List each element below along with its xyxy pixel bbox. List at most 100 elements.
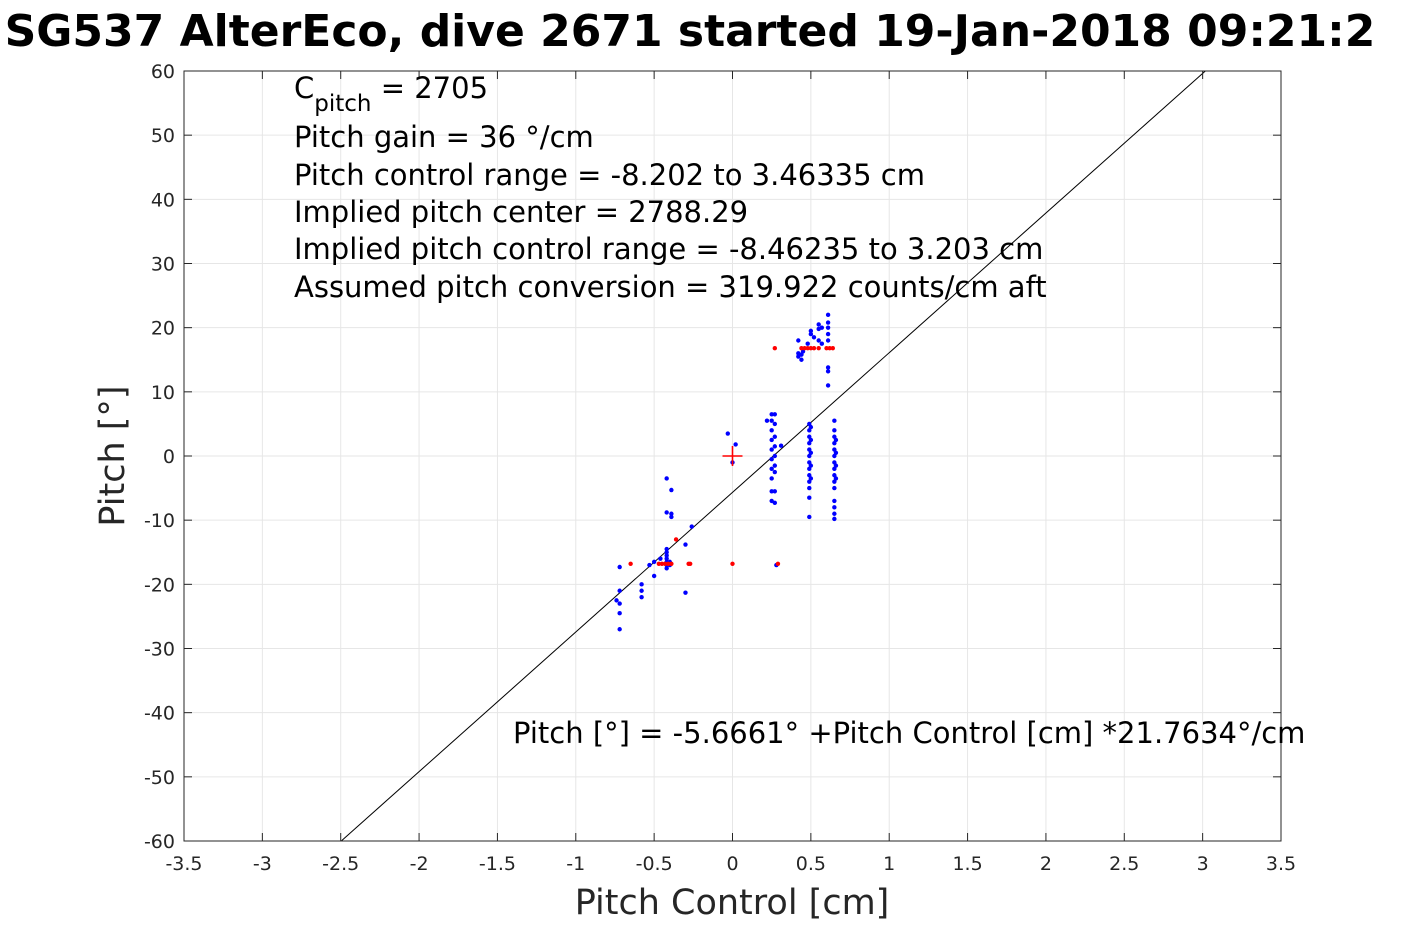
scatter-point [617,627,622,632]
scatter-point [651,559,657,565]
scatter-point [805,346,810,351]
x-tick-label: -2.5 [322,853,359,875]
scatter-point [664,556,669,561]
scatter-point [689,524,694,529]
scatter-point [664,550,669,555]
scatter-point [769,447,774,452]
scatter-point [808,346,814,351]
scatter-point [647,562,652,568]
scatter-point [772,346,778,351]
scatter-point [811,346,817,351]
scatter-point [832,505,837,510]
scatter-point [669,514,674,520]
scatter-point [651,573,657,579]
scatter-point [772,444,778,449]
scatter-point [664,476,669,481]
scatter-point [825,320,831,325]
fit-equation: Pitch [°] = -5.6661° +Pitch Control [cm]… [513,716,1305,750]
x-tick-label: -1 [566,853,585,875]
scatter-point [733,442,738,447]
scatter-point [669,561,674,566]
series-1 [628,346,835,566]
y-tick-label: 0 [163,446,175,468]
x-tick-label: -1.5 [479,853,516,875]
y-tick-label: 40 [151,189,175,211]
scatter-point [825,369,831,374]
y-tick-label: -20 [144,574,175,596]
scatter-point [772,434,778,439]
c-pitch-letter: C [294,71,314,105]
scatter-point [664,553,669,558]
scatter-point [816,322,821,327]
scatter-point [807,485,812,491]
scatter-point [799,346,804,351]
scatter-point [656,561,662,566]
c-pitch-subscript: pitch [314,91,371,117]
scatter-point [662,561,668,566]
annotation-line: Pitch control range = -8.202 to 3.46335 … [294,158,925,192]
scatter-point [832,498,837,504]
annotation-block: Cpitch = 2705 Pitch gain = 36 °/cm Pitch… [294,71,1047,304]
scatter-point [764,418,770,423]
x-tick-label: 1.5 [952,853,982,875]
scatter-point [796,338,801,343]
scatter-point [775,561,781,566]
c-pitch-annotation: Cpitch = 2705 [294,71,488,117]
scatter-point [772,469,778,475]
chart-title: SG537 AlterEco, dive 2671 started 19-Jan… [5,6,1376,57]
scatter-point [772,500,778,506]
x-tick-label: 2.5 [1109,853,1139,875]
scatter-point [833,437,839,443]
scatter-point [833,476,839,481]
scatter-point [769,418,774,423]
scatter-point [769,428,774,433]
scatter-point [725,431,730,436]
scatter-point [825,331,831,337]
scatter-point [825,365,831,370]
scatter-point [824,346,829,351]
scatter-point [617,601,622,606]
x-tick-label: -3.5 [165,853,202,875]
series-layer [614,312,839,632]
scatter-point [769,466,774,472]
scatter-point [807,495,812,500]
scatter-point [832,418,837,423]
scatter-point [772,453,778,459]
scatter-point [664,546,669,552]
y-axis-ticks: -60 -50 -40 -30 -20 -10 0 10 20 30 40 50 60 [144,61,1281,853]
scatter-point [805,341,810,346]
y-tick-label: 60 [151,61,175,83]
series-0 [614,312,839,632]
scatter-point [730,561,735,566]
scatter-point [617,611,622,616]
scatter-point [808,331,814,337]
scatter-point [819,341,825,346]
x-tick-label: -3 [253,853,272,875]
scatter-point [614,598,619,603]
scatter-point [628,561,633,566]
scatter-point [808,424,814,430]
scatter-point [807,514,812,520]
y-tick-label: 10 [151,382,175,404]
scatter-point [769,437,774,443]
scatter-point [769,412,774,417]
x-axis-ticks: -3.5 -3 -2.5 -2 -1.5 -1 -0.5 0 0.5 1 1.5 2 2.5 3 3.5 [165,71,1296,875]
scatter-point [772,421,778,427]
scatter-point [802,346,807,351]
scatter-point [658,556,663,561]
scatter-point [819,325,825,330]
scatter-point [617,564,622,570]
scatter-point [666,561,671,566]
scatter-point [808,450,814,455]
scatter-point [808,328,814,334]
scatter-point [772,412,778,417]
scatter-point [799,357,804,362]
scatter-point [772,489,778,494]
y-tick-label: 50 [151,125,175,147]
x-tick-label: 0 [726,853,738,875]
scatter-point [827,346,832,351]
scatter-point [673,537,679,542]
scatter-point [683,542,688,547]
scatter-point [833,450,839,455]
scatter-point [683,590,688,595]
